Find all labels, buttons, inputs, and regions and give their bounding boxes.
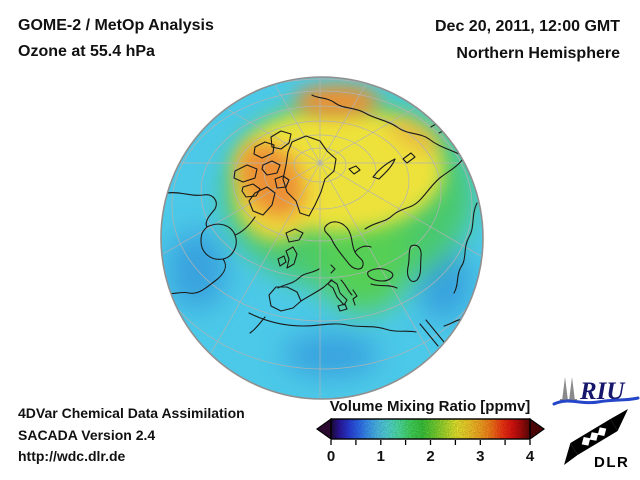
wdc-url: http://wdc.dlr.de [18,448,126,464]
colorbar-left-arrow [315,417,332,441]
tick-label-2: 2 [426,448,435,465]
tick-label-0: 0 [326,448,336,465]
globe-rim [160,76,484,400]
datetime-label: Dec 20, 2011, 12:00 GMT [435,18,620,35]
title-block: GOME-2 / MetOp Analysis Ozone at 55.4 hP… [18,13,214,65]
dlr-swoosh-icon [564,409,628,465]
graticule [161,78,483,398]
hemisphere-label: Northern Hemisphere [456,45,620,62]
version-label: SACADA Version 2.4 [18,426,156,443]
credit-block: 4DVar Chemical Data Assimilation SACADA … [18,403,245,468]
tick-label-3: 3 [476,448,485,465]
colorbar-right-arrow [529,417,546,441]
colorbar-scale [315,417,546,445]
coastlines [166,94,478,347]
tick-label-1: 1 [376,448,385,465]
colorbar-ticks [330,440,531,445]
dlr-text: DLR [594,454,629,471]
riu-logo: RIU [552,377,640,406]
colorbar: Volume Mixing Ratio [ppmv] [314,398,546,472]
colorbar-title: Volume Mixing Ratio [ppmv] [329,398,531,415]
globe-svg [160,76,484,400]
assimilation-label: 4DVar Chemical Data Assimilation [18,405,245,421]
tick-label-4: 4 [525,448,535,465]
dlr-logo: DLR [564,409,629,471]
datetime-block: Dec 20, 2011, 12:00 GMT Northern Hemisph… [435,13,620,67]
riu-wave [552,396,640,406]
ozone-field [161,77,483,399]
product-title: Ozone at 55.4 hPa [18,43,155,60]
globe-map [159,75,485,401]
cathedral-icon [560,377,577,402]
instrument-title: GOME-2 / MetOp Analysis [18,17,214,34]
